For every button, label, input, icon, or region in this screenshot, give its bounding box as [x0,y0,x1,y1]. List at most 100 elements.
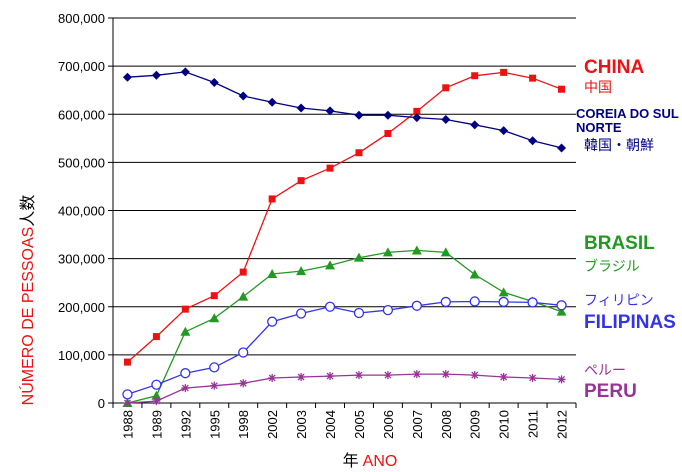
data-point-china [297,177,305,185]
data-point-brazil [498,287,509,297]
data-point-china [500,68,508,76]
data-point-peru [268,373,277,382]
data-point-korea [180,67,190,77]
data-point-china [558,85,566,93]
data-point-brazil [440,247,451,257]
data-point-philippines [527,297,538,308]
data-point-korea [238,91,248,101]
series-brazil [122,245,567,407]
x-tick-label: 2006 [381,410,396,439]
y-tick-label: 200,000 [58,300,105,315]
data-point-peru [528,373,537,382]
legend-philippines-label: FILIPINAS [584,312,676,333]
series-line-china [127,71,562,363]
x-tick-label: 1989 [149,410,164,439]
data-point-brazil [151,390,162,400]
data-point-philippines [238,347,249,358]
data-point-korea [557,143,567,153]
series-peru [123,370,566,407]
data-point-philippines [382,304,394,316]
data-point-philippines [324,301,336,312]
data-point-china [181,305,189,313]
legend-philippines-native: フィリピン [584,293,654,309]
data-point-korea [151,70,161,80]
data-point-brazil [267,269,278,279]
x-tick-label: 1988 [120,410,135,439]
x-axis-ticks: 1988 1989 1992 1995 1998 2002 2003 2004 2005 2006… [112,403,577,439]
x-tick-label: 1992 [178,410,193,439]
series-group [122,67,567,407]
data-point-brazil [296,266,307,276]
data-point-korea [383,110,393,120]
x-axis-title-native: 年 [343,452,359,470]
data-point-china [471,72,479,80]
y-tick-label: 300,000 [58,252,105,267]
data-point-korea [325,106,335,116]
y-tick-label: 600,000 [58,107,105,122]
data-point-philippines [122,389,133,400]
x-tick-label: 2009 [468,410,483,439]
data-point-peru [239,379,248,388]
data-point-philippines [498,296,509,308]
data-point-peru [326,372,335,381]
x-tick-label: 2010 [497,410,512,439]
data-point-korea [470,120,480,130]
data-point-brazil [556,306,567,316]
data-point-china [123,358,131,366]
x-tick-label: 2011 [526,410,541,438]
y-axis-ticks: 0 100,000 200,000 300,000 400,000 500,000 600,… [58,11,113,411]
data-point-philippines [180,368,191,379]
data-point-philippines [556,300,567,311]
y-tick-label: 500,000 [58,155,105,170]
data-point-china [413,107,421,115]
data-point-korea [209,77,219,87]
y-tick-label: 700,000 [58,59,105,74]
series-line-philippines [127,300,562,395]
data-point-peru [210,381,219,390]
data-point-peru [123,399,132,407]
data-point-korea [499,126,509,136]
data-point-philippines [295,308,307,319]
data-point-peru [354,371,363,380]
x-tick-label: 2005 [352,410,367,439]
data-point-peru [412,370,421,379]
x-tick-label: 2002 [265,410,280,439]
data-point-korea [122,72,132,82]
data-point-peru [557,375,566,384]
data-point-peru [152,397,161,406]
data-point-peru [499,373,508,382]
data-point-china [384,130,392,137]
x-tick-label: 2004 [323,410,338,439]
series-line-korea [127,71,562,149]
data-point-brazil [209,313,220,323]
x-axis-title-text: ANO [363,453,398,470]
data-point-peru [181,384,190,393]
y-axis-title-native: 人数 [19,195,37,227]
x-tick-label: 2012 [555,410,570,439]
data-point-philippines [411,300,422,311]
data-point-korea [441,115,451,125]
data-point-china [268,195,276,203]
data-point-korea [267,97,277,107]
legend-brazil-label: BRASIL [584,233,655,254]
y-axis-title-text: NÚMERO DE PESSOAS [18,227,37,406]
data-point-brazil [353,252,364,262]
data-point-philippines [209,362,220,373]
y-tick-label: 100,000 [58,348,105,363]
legend-peru-label: PERU [584,381,637,402]
data-point-china [355,149,363,157]
data-point-philippines [267,316,278,327]
data-point-peru [297,373,306,382]
series-philippines [122,296,567,400]
x-tick-label: 2008 [439,410,454,439]
x-tick-label: 2007 [410,410,425,439]
legend-korea-label-line1: COREIA DO SUL [576,106,679,121]
data-point-brazil [325,260,336,270]
axes [112,18,576,404]
x-axis-title: 年 ANO [343,452,398,470]
data-point-china [152,333,160,341]
data-point-china [210,292,218,300]
